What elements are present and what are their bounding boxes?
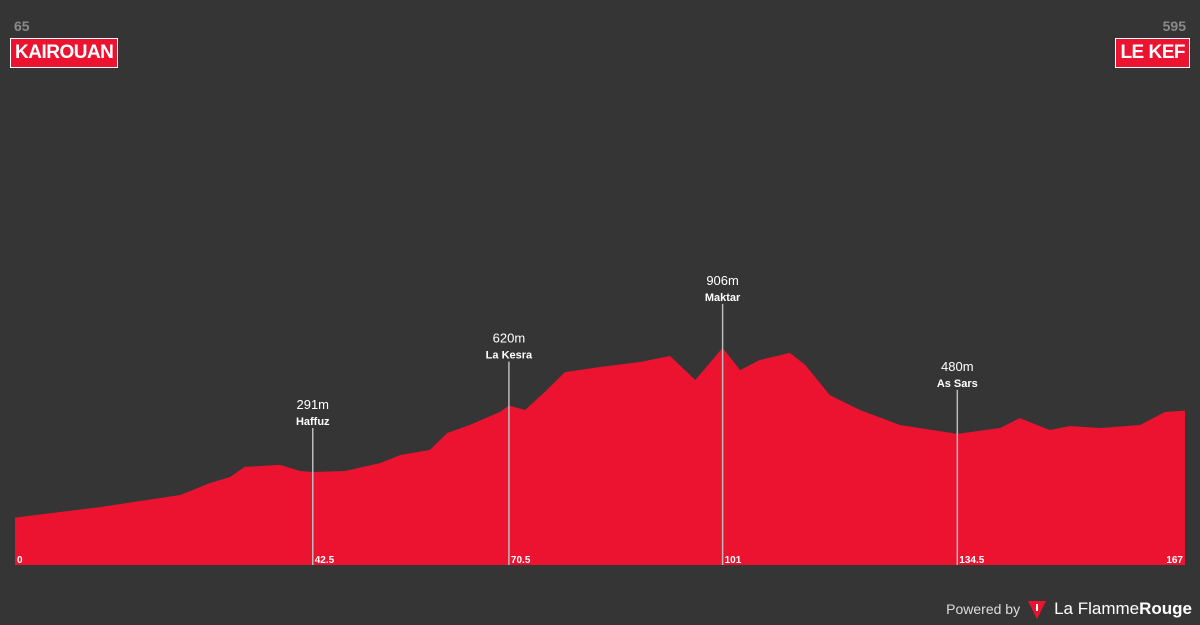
climb-name: As Sars xyxy=(937,378,978,390)
x-tick-label: 167 xyxy=(1166,555,1183,566)
climb-name: Haffuz xyxy=(296,416,330,428)
powered-by: Powered by xyxy=(946,601,1021,617)
footer: Powered by La FlammeRouge xyxy=(946,598,1192,620)
start-name: KAIROUAN xyxy=(10,38,119,68)
climb-name: La Kesra xyxy=(486,350,533,362)
climb-elevation: 480m xyxy=(941,359,974,374)
brand-a: La Flamme xyxy=(1054,599,1140,618)
climb-elevation: 291m xyxy=(296,397,329,412)
climb-name: Maktar xyxy=(705,292,741,304)
x-tick-label: 70.5 xyxy=(511,555,531,566)
end-elevation: 595 xyxy=(1162,18,1186,34)
brand: La FlammeRouge xyxy=(1054,599,1192,619)
x-tick-label: 42.5 xyxy=(315,555,335,566)
logo xyxy=(1028,601,1047,619)
start-elevation: 65 xyxy=(14,18,30,34)
brand-b: Rouge xyxy=(1139,599,1192,618)
x-tick-label: 0 xyxy=(17,555,23,566)
elevation-area xyxy=(15,347,1185,565)
x-tick-label: 101 xyxy=(725,555,742,566)
x-tick-label: 134.5 xyxy=(959,555,984,566)
climb-elevation: 620m xyxy=(493,331,526,346)
end-name: LE KEF xyxy=(1115,38,1190,68)
climb-elevation: 906m xyxy=(706,273,739,288)
